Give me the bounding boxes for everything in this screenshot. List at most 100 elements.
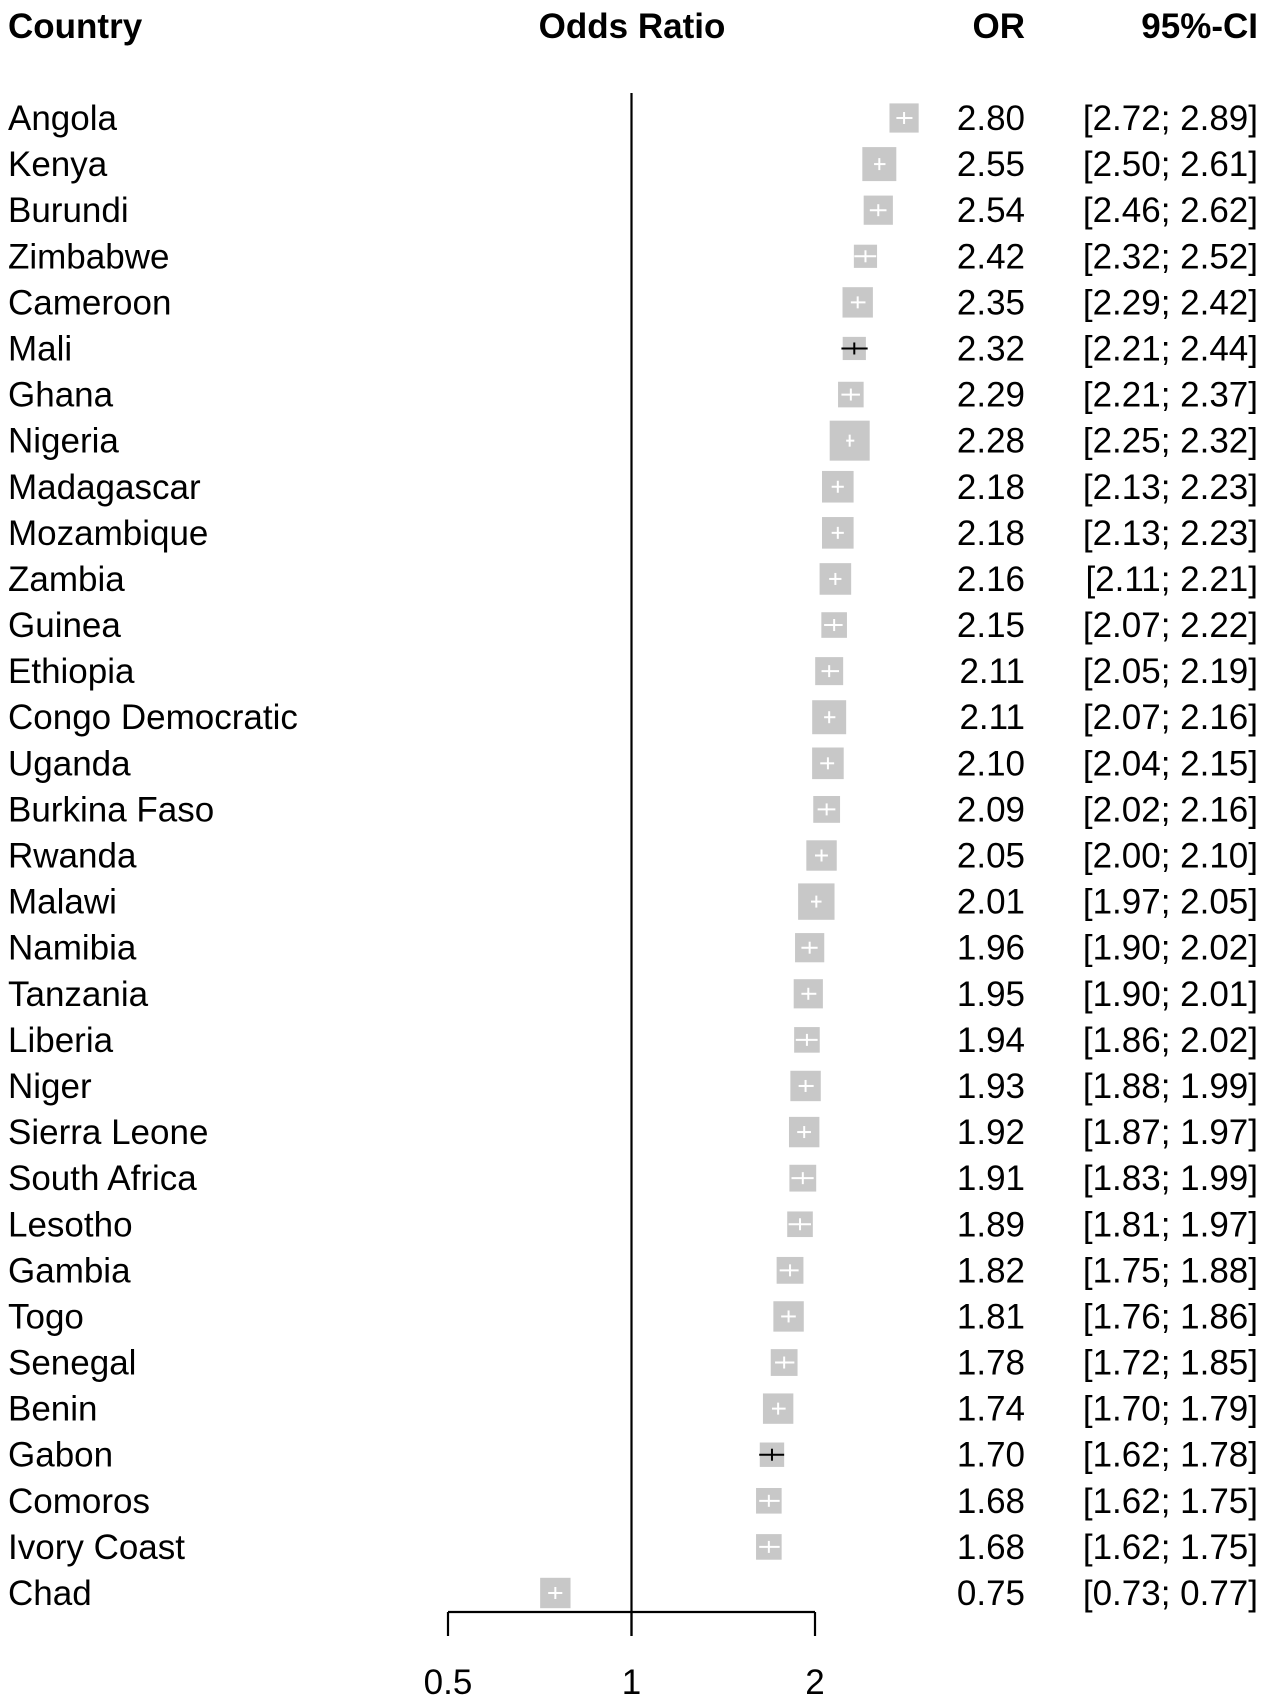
country-label: Benin [8, 1390, 98, 1429]
or-value: 1.89 [957, 1205, 1025, 1244]
country-label: Togo [8, 1297, 84, 1336]
country-label: Mozambique [8, 514, 208, 553]
country-label: Angola [8, 99, 118, 138]
ci-value: [2.13; 2.23] [1083, 468, 1258, 507]
or-value: 1.91 [957, 1159, 1025, 1198]
ci-value: [1.97; 2.05] [1083, 883, 1258, 922]
forest-row: Niger 1.93 [1.88; 1.99] [8, 1067, 1258, 1106]
or-value: 2.18 [957, 514, 1025, 553]
country-label: Burkina Faso [8, 790, 214, 829]
or-value: 1.93 [957, 1067, 1025, 1106]
ci-value: [1.81; 1.97] [1083, 1205, 1258, 1244]
forest-row: Ivory Coast 1.68 [1.62; 1.75] [8, 1528, 1258, 1567]
forest-row: Zambia 2.16 [2.11; 2.21] [8, 560, 1258, 599]
ci-value: [2.00; 2.10] [1083, 837, 1258, 876]
country-label: Congo Democratic [8, 698, 298, 737]
or-value: 2.11 [959, 652, 1025, 691]
ci-value: [1.75; 1.88] [1083, 1251, 1258, 1290]
forest-row: Zimbabwe 2.42 [2.32; 2.52] [8, 237, 1258, 276]
forest-row: Angola 2.80 [2.72; 2.89] [8, 99, 1258, 138]
x-tick-label: 0.5 [424, 1663, 473, 1702]
country-label: Uganda [8, 744, 131, 783]
header-or: OR [973, 7, 1026, 46]
forest-row: Mozambique 2.18 [2.13; 2.23] [8, 514, 1258, 553]
forest-row: Chad 0.75 [0.73; 0.77] [8, 1574, 1258, 1613]
or-value: 1.96 [957, 929, 1025, 968]
ci-value: [2.29; 2.42] [1083, 283, 1258, 322]
x-tick-label: 2 [805, 1663, 824, 1702]
country-label: Comoros [8, 1482, 150, 1521]
ci-value: [2.25; 2.32] [1083, 422, 1258, 461]
x-axis: 0.5 1 2 [424, 1612, 825, 1702]
country-label: Burundi [8, 191, 129, 230]
forest-row: Namibia 1.96 [1.90; 2.02] [8, 929, 1258, 968]
country-label: Kenya [8, 145, 108, 184]
forest-row: Senegal 1.78 [1.72; 1.85] [8, 1344, 1258, 1383]
or-value: 1.81 [957, 1297, 1025, 1336]
country-label: Zimbabwe [8, 237, 169, 276]
country-label: Gambia [8, 1251, 131, 1290]
country-label: Lesotho [8, 1205, 133, 1244]
country-label: Madagascar [8, 468, 201, 507]
forest-row: Uganda 2.10 [2.04; 2.15] [8, 744, 1258, 783]
ci-value: [1.88; 1.99] [1083, 1067, 1258, 1106]
or-value: 0.75 [957, 1574, 1025, 1613]
or-value: 2.32 [957, 329, 1025, 368]
or-value: 2.35 [957, 283, 1025, 322]
forest-row: Benin 1.74 [1.70; 1.79] [8, 1390, 1258, 1429]
or-value: 1.94 [957, 1021, 1025, 1060]
forest-row: Comoros 1.68 [1.62; 1.75] [8, 1482, 1258, 1521]
country-label: Rwanda [8, 837, 137, 876]
country-label: Sierra Leone [8, 1113, 208, 1152]
country-label: Chad [8, 1574, 92, 1613]
forest-row: Burundi 2.54 [2.46; 2.62] [8, 191, 1258, 230]
country-label: Tanzania [8, 975, 149, 1014]
header-country: Country [8, 7, 143, 46]
country-label: Mali [8, 329, 72, 368]
or-value: 2.11 [959, 698, 1025, 737]
forest-row: Sierra Leone 1.92 [1.87; 1.97] [8, 1113, 1258, 1152]
ci-value: [1.62; 1.75] [1083, 1482, 1258, 1521]
or-value: 2.28 [957, 422, 1025, 461]
forest-row: Rwanda 2.05 [2.00; 2.10] [8, 837, 1258, 876]
forest-row: South Africa 1.91 [1.83; 1.99] [8, 1159, 1258, 1198]
ci-value: [1.90; 2.01] [1083, 975, 1258, 1014]
forest-row: Tanzania 1.95 [1.90; 2.01] [8, 975, 1258, 1014]
forest-row: Lesotho 1.89 [1.81; 1.97] [8, 1205, 1258, 1244]
forest-row: Guinea 2.15 [2.07; 2.22] [8, 606, 1258, 645]
or-value: 2.54 [957, 191, 1025, 230]
forest-rows: Angola 2.80 [2.72; 2.89] Kenya 2.55 [2.50; 2.… [8, 99, 1258, 1613]
ci-value: [1.76; 1.86] [1083, 1297, 1258, 1336]
forest-row: Cameroon 2.35 [2.29; 2.42] [8, 283, 1258, 322]
or-value: 2.80 [957, 99, 1025, 138]
forest-row: Nigeria 2.28 [2.25; 2.32] [8, 421, 1258, 461]
or-value: 2.10 [957, 744, 1025, 783]
country-label: Zambia [8, 560, 125, 599]
or-value: 2.15 [957, 606, 1025, 645]
ci-value: [1.72; 1.85] [1083, 1344, 1258, 1383]
or-value: 2.09 [957, 790, 1025, 829]
forest-row: Burkina Faso 2.09 [2.02; 2.16] [8, 790, 1258, 829]
forest-row: Kenya 2.55 [2.50; 2.61] [8, 145, 1258, 184]
x-tick-label: 1 [622, 1663, 641, 1702]
ci-value: [2.07; 2.22] [1083, 606, 1258, 645]
ci-value: [1.86; 2.02] [1083, 1021, 1258, 1060]
forest-row: Togo 1.81 [1.76; 1.86] [8, 1297, 1258, 1336]
ci-value: [2.07; 2.16] [1083, 698, 1258, 737]
forest-row: Madagascar 2.18 [2.13; 2.23] [8, 468, 1258, 507]
ci-value: [2.21; 2.37] [1083, 376, 1258, 415]
ci-value: [2.05; 2.19] [1083, 652, 1258, 691]
ci-value: [2.46; 2.62] [1083, 191, 1258, 230]
forest-row: Mali 2.32 [2.21; 2.44] [8, 329, 1258, 368]
or-value: 1.70 [957, 1436, 1025, 1475]
ci-value: [2.32; 2.52] [1083, 237, 1258, 276]
or-value: 1.78 [957, 1344, 1025, 1383]
ci-value: [2.13; 2.23] [1083, 514, 1258, 553]
country-label: Guinea [8, 606, 121, 645]
or-value: 1.95 [957, 975, 1025, 1014]
forest-row: Ethiopia 2.11 [2.05; 2.19] [8, 652, 1258, 691]
or-value: 2.42 [957, 237, 1025, 276]
country-label: Liberia [8, 1021, 114, 1060]
or-value: 2.18 [957, 468, 1025, 507]
